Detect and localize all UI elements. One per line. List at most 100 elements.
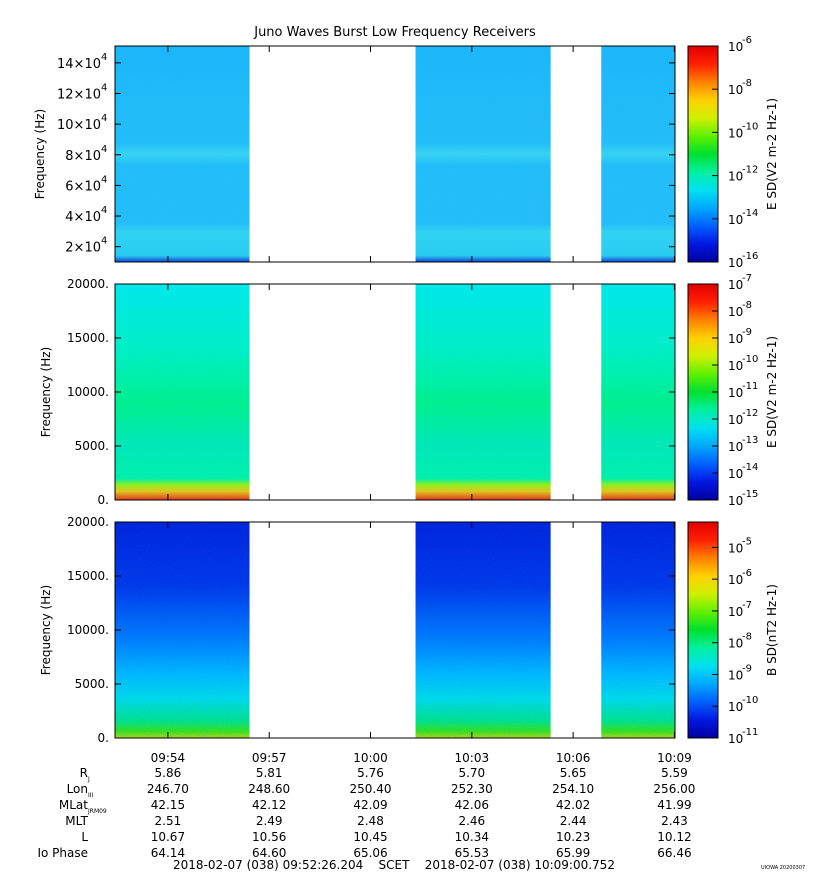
ephemeris-row-label: Io Phase [37,846,88,860]
ephemeris-value: 254.10 [552,782,594,796]
y-tick-label: 12×10 [57,87,101,102]
colorbar-tick-exponent: -15 [742,489,758,500]
ephemeris-value: 42.06 [455,798,489,812]
colorbar-tick-label: 10 [728,605,743,619]
colorbar-tick-label: 10 [728,278,743,292]
colorbar-tick-label: 10 [728,413,743,427]
ephemeris-value: 246.70 [147,782,189,796]
colorbar-tick-exponent: -13 [742,435,758,446]
colorbar-label: B SD(nT2 Hz-1) [765,584,779,676]
ephemeris-value: 2.48 [357,814,384,828]
y-tick-label: 15000. [67,569,109,583]
colorbar-tick-exponent: -9 [742,327,752,338]
ephemeris-value: 250.40 [350,782,392,796]
colorbar-tick-exponent: -7 [742,273,752,284]
panel-3-y-ticks: 0. 5000. 10000. 15000. 20000. [67,515,675,745]
colorbar-tick-exponent: -11 [742,727,758,738]
panel-3-ylabel: Frequency (Hz) [39,585,53,676]
panel-1-image [115,46,675,262]
y-tick-label: 2×10 [65,241,101,256]
ephemeris-value: 64.60 [252,846,286,860]
ephemeris-value: 10.56 [252,830,286,844]
colorbar-tick-exponent: -5 [742,536,752,547]
y-tick-label: 4×10 [65,210,101,225]
ephemeris-value: 42.09 [353,798,387,812]
colorbar-tick-label: 10 [728,170,743,184]
colorbar-tick-exponent: -12 [742,165,758,176]
ephemeris-value: 2.43 [661,814,688,828]
ephemeris-value: 42.12 [252,798,286,812]
ephemeris-value: 5.86 [155,766,182,780]
x-tick-label: 09:57 [252,751,287,765]
data-block-texture [115,46,250,262]
colorbar-tick-label: 10 [728,541,743,555]
y-tick-exponent: 4 [101,144,107,155]
colorbar-tick-label: 10 [728,40,743,54]
y-tick-exponent: 4 [101,52,107,63]
chart-title: Juno Waves Burst Low Frequency Receivers [253,25,536,40]
colorbar-tick-label: 10 [728,668,743,682]
panel-2-ylabel: Frequency (Hz) [39,347,53,438]
data-block-texture [415,522,551,738]
ephemeris-value: 10.45 [353,830,387,844]
ephemeris-value: 2.49 [256,814,283,828]
colorbar-tick-exponent: -11 [742,381,758,392]
y-tick-label: 5000. [75,677,109,691]
colorbar-tick-label: 10 [728,494,743,508]
y-tick-label: 0. [98,731,109,745]
colorbar-label: E SD(V2 m-2 Hz-1) [765,336,779,448]
colorbar-tick-label: 10 [728,386,743,400]
colorbar-tick-exponent: -8 [742,632,752,643]
ephemeris-value: 41.99 [657,798,691,812]
ephemeris-value: 252.30 [451,782,493,796]
colorbar-scale [687,45,719,263]
colorbar-tick-exponent: -10 [742,695,758,706]
ephemeris-value: 42.02 [556,798,590,812]
panel-1-ylabel: Frequency (Hz) [33,109,47,200]
x-tick-label: 10:03 [455,751,490,765]
colorbar-tick-exponent: -8 [742,300,752,311]
ephemeris-value: 5.81 [256,766,283,780]
colorbar-tick-label: 10 [728,573,743,587]
panel-1-frame [114,45,676,263]
ephemeris-row-sub: III [88,792,94,799]
colorbar-tick-label: 10 [728,305,743,319]
colorbar-tick-exponent: -16 [742,251,758,262]
colorbar-tick-exponent: -12 [742,408,758,419]
colorbar-tick-exponent: -14 [742,462,758,473]
ephemeris-table: R J 5.86 5.81 5.76 5.70 5.65 5.59 Lon III 246.70 24… [37,766,695,860]
colorbar-tick-label: 10 [728,440,743,454]
colorbar-tick-label: 10 [728,83,743,97]
colorbar-tick-exponent: -8 [742,78,752,89]
colorbar-tick-label: 10 [728,359,743,373]
ephemeris-value: 5.65 [560,766,587,780]
colorbar-tick-exponent: -10 [742,354,758,365]
y-tick-label: 0. [98,493,109,507]
panel-3-image [115,522,675,738]
panel-2-image [115,284,675,500]
y-tick-exponent: 4 [101,82,107,93]
colorbar-label: E SD(V2 m-2 Hz-1) [765,98,779,210]
y-tick-label: 14×10 [57,57,101,72]
colorbar-tick-label: 10 [728,332,743,346]
ephemeris-value: 66.46 [657,846,691,860]
ephemeris-value: 65.06 [353,846,387,860]
ephemeris-value: 64.14 [151,846,185,860]
time-range-footer: 2018-02-07 (038) 09:52:26.204 SCET 2018-… [173,858,615,872]
ephemeris-value: 5.70 [458,766,485,780]
y-tick-label: 20000. [67,515,109,529]
ephemeris-row-label: Lon [67,782,88,796]
ephemeris-value: 5.59 [661,766,688,780]
ephemeris-value: 10.34 [455,830,489,844]
ephemeris-row-label: R [80,766,88,780]
ephemeris-value: 42.15 [151,798,185,812]
colorbar-tick-exponent: -9 [742,663,752,674]
x-tick-label: 09:54 [151,751,186,765]
colorbar-tick-label: 10 [728,467,743,481]
ephemeris-value: 2.51 [155,814,182,828]
ephemeris-row-sub: JRM09 [87,808,107,815]
y-tick-exponent: 4 [101,205,107,216]
colorbar-tick-label: 10 [728,700,743,714]
ephemeris-value: 256.00 [653,782,695,796]
